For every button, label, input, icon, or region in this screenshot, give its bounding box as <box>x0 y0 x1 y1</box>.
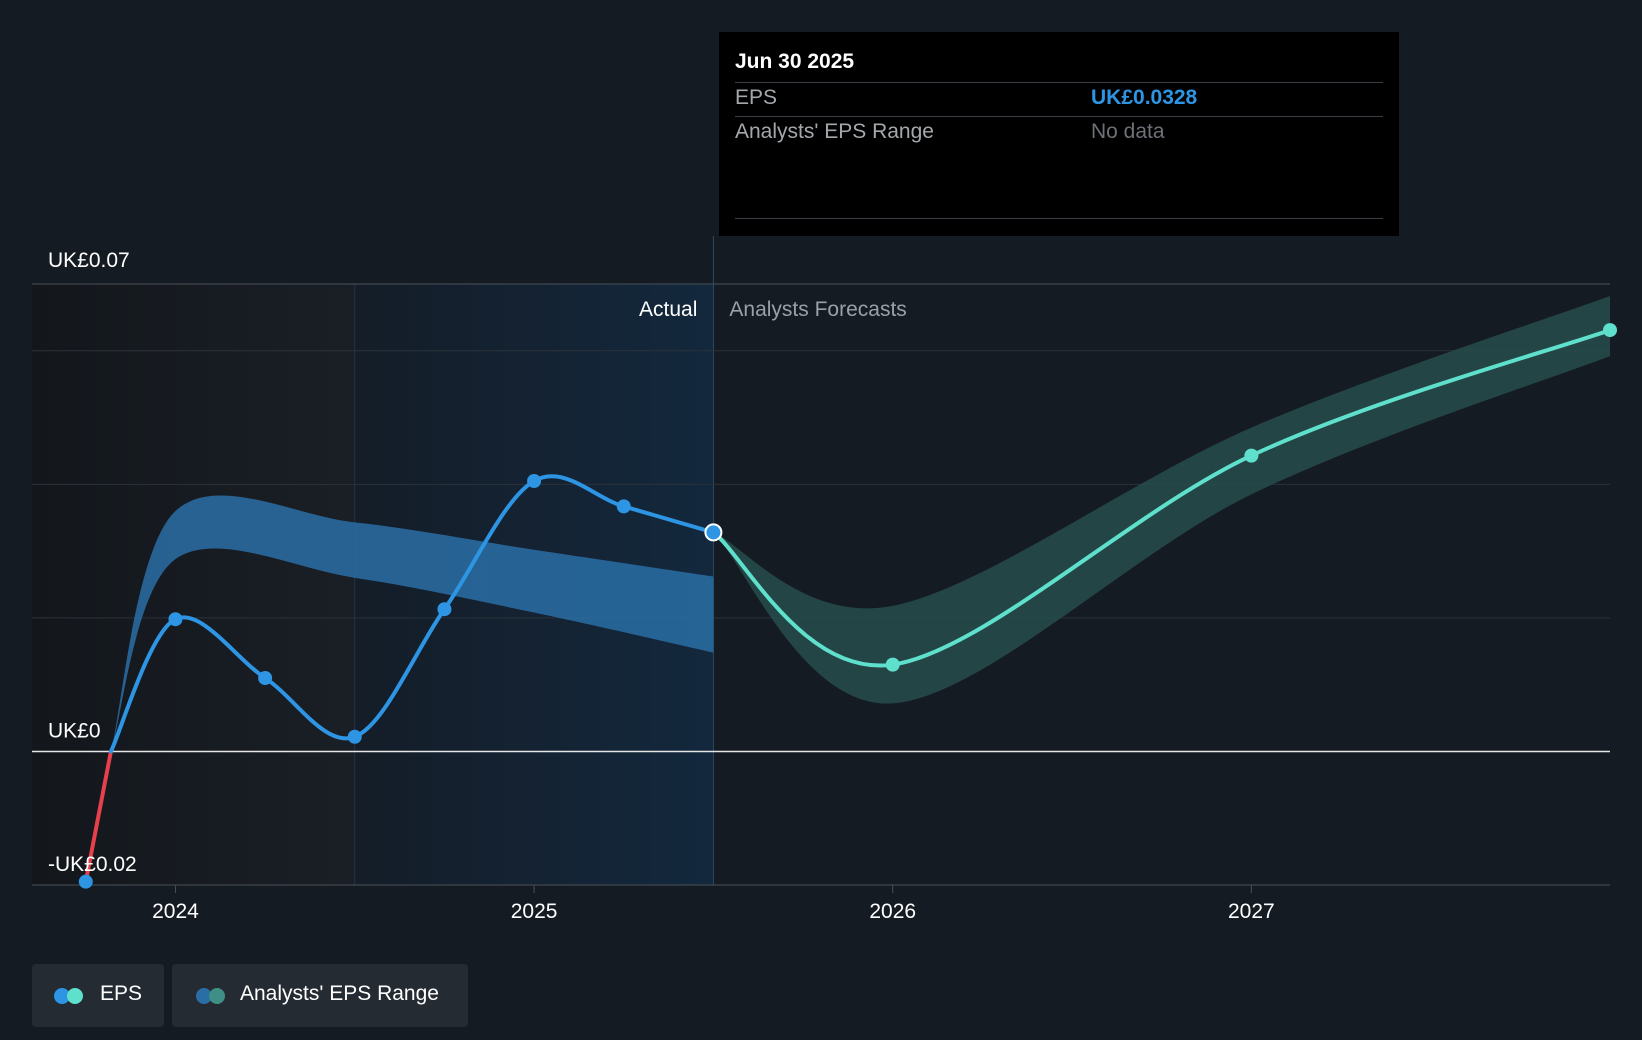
eps-forecast-line <box>711 328 1612 668</box>
x-tick-label: 2024 <box>152 900 199 923</box>
historic-eps-range <box>110 495 714 752</box>
forecast-label: Analysts Forecasts <box>729 298 906 321</box>
tooltip-divider <box>735 82 1383 83</box>
eps-swatch-icon <box>54 988 70 1004</box>
tooltip-date: Jun 30 2025 <box>735 50 855 73</box>
eps-point <box>616 499 631 514</box>
tooltip-divider <box>735 116 1383 117</box>
y-tick-label: UK£0.07 <box>48 249 130 272</box>
x-tick-label: 2027 <box>1228 900 1275 923</box>
x-tick-label: 2025 <box>511 900 558 923</box>
eps-point <box>437 602 452 617</box>
eps-forecast-swatch-icon <box>67 988 83 1004</box>
legend-eps-label: EPS <box>100 982 143 1005</box>
x-tick-label: 2026 <box>869 900 916 923</box>
y-tick-label: UK£0 <box>48 719 101 742</box>
range-swatch-icon <box>196 988 212 1004</box>
legend-range-label: Analysts' EPS Range <box>240 982 439 1005</box>
eps-highlight-point <box>704 523 723 542</box>
tooltip-eps-label: EPS <box>735 86 778 109</box>
eps-forecast-point <box>885 657 900 672</box>
legend-eps-button[interactable]: EPS <box>32 964 164 1027</box>
tooltip: Jun 30 2025 EPS UK£0.0328 Analysts' EPS … <box>719 32 1399 236</box>
actual-label: Actual <box>639 298 697 321</box>
eps-negative-line <box>83 749 113 884</box>
past-region <box>32 284 355 885</box>
eps-forecast-point <box>1603 323 1617 338</box>
forecast-eps-range <box>713 296 1610 704</box>
tooltip-range-label: Analysts' EPS Range <box>735 120 934 143</box>
tooltip-range-value: No data <box>1091 120 1165 143</box>
eps-point <box>527 473 542 488</box>
eps-point <box>258 670 273 685</box>
eps-point <box>78 874 93 889</box>
tooltip-divider <box>735 218 1383 219</box>
tooltip-eps-value: UK£0.0328 <box>1091 86 1198 109</box>
legend-range-button[interactable]: Analysts' EPS Range <box>172 964 468 1027</box>
forecast-range-swatch-icon <box>209 988 225 1004</box>
eps-point <box>347 729 362 744</box>
eps-point <box>168 612 183 627</box>
y-tick-label: -UK£0.02 <box>48 853 137 876</box>
eps-forecast-point <box>1244 448 1259 463</box>
